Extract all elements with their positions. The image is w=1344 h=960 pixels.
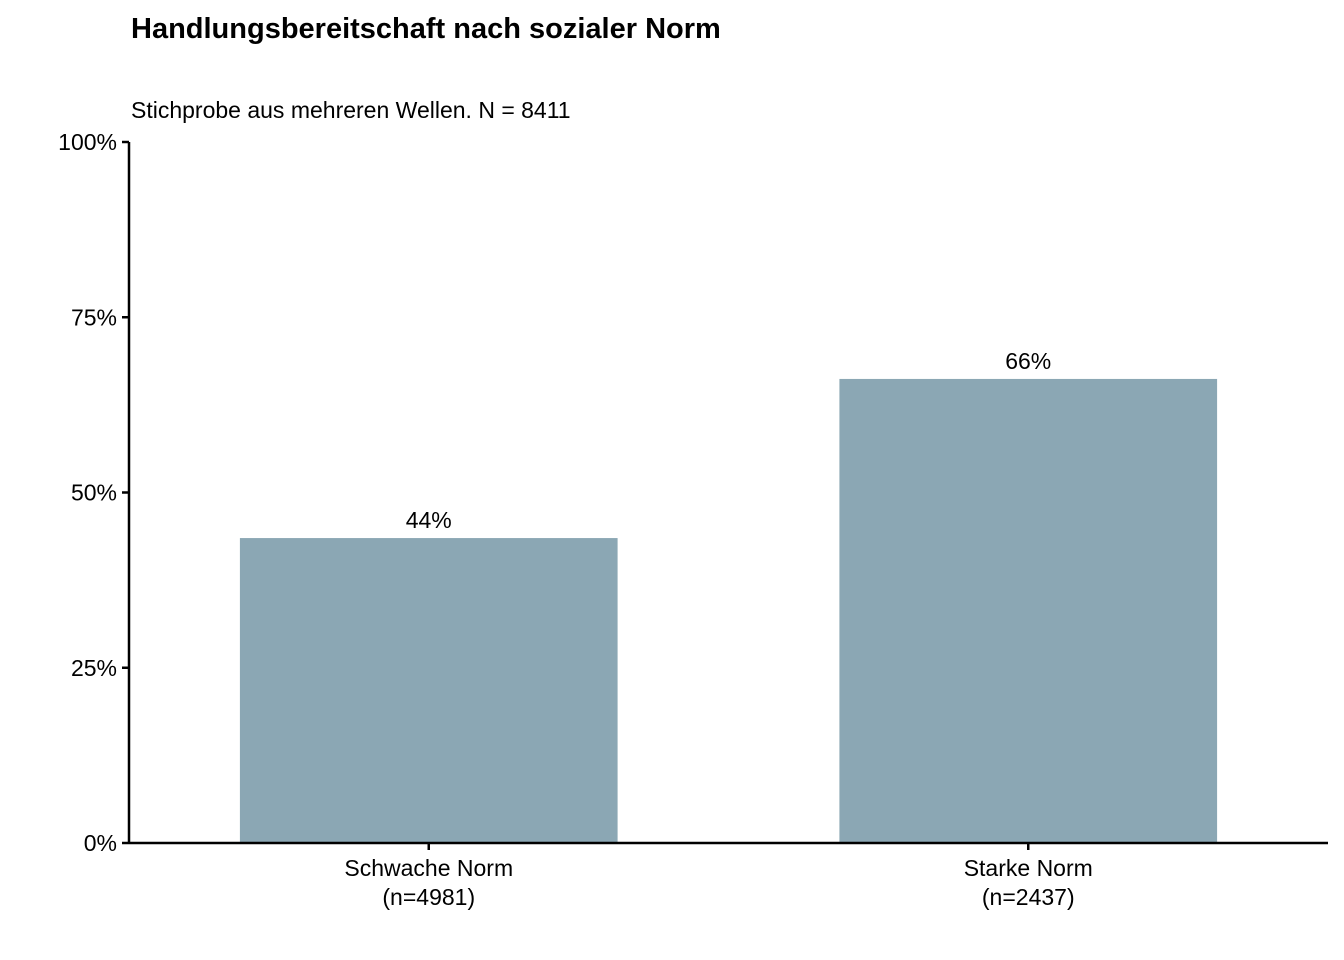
y-tick-label-1: 25% (71, 655, 117, 681)
bars-group (239, 378, 1218, 843)
chart-subtitle: Stichprobe aus mehreren Wellen. N = 8411 (131, 97, 571, 123)
data-label-2: 66% (1005, 348, 1051, 374)
bar-2 (839, 378, 1218, 843)
data-label-1: 44% (406, 507, 452, 533)
y-tick-label-2: 50% (71, 480, 117, 506)
y-tick-label-0: 0% (84, 830, 117, 856)
x-tick-label-1: Schwache Norm (n=4981) (344, 855, 513, 910)
bar-1 (239, 538, 618, 843)
y-axis: 0% 25% 50% 75% 100% (58, 129, 131, 856)
x-axis: Schwache Norm (n=4981) Starke Norm (n=2437) (129, 841, 1328, 910)
x-tick-label-2: Starke Norm (n=2437) (964, 855, 1093, 910)
y-tick-label-3: 75% (71, 304, 117, 330)
chart-title: Handlungsbereitschaft nach sozialer Norm (131, 13, 721, 45)
y-tick-label-4: 100% (58, 129, 117, 155)
data-labels-group: 44% 66% (406, 348, 1052, 533)
